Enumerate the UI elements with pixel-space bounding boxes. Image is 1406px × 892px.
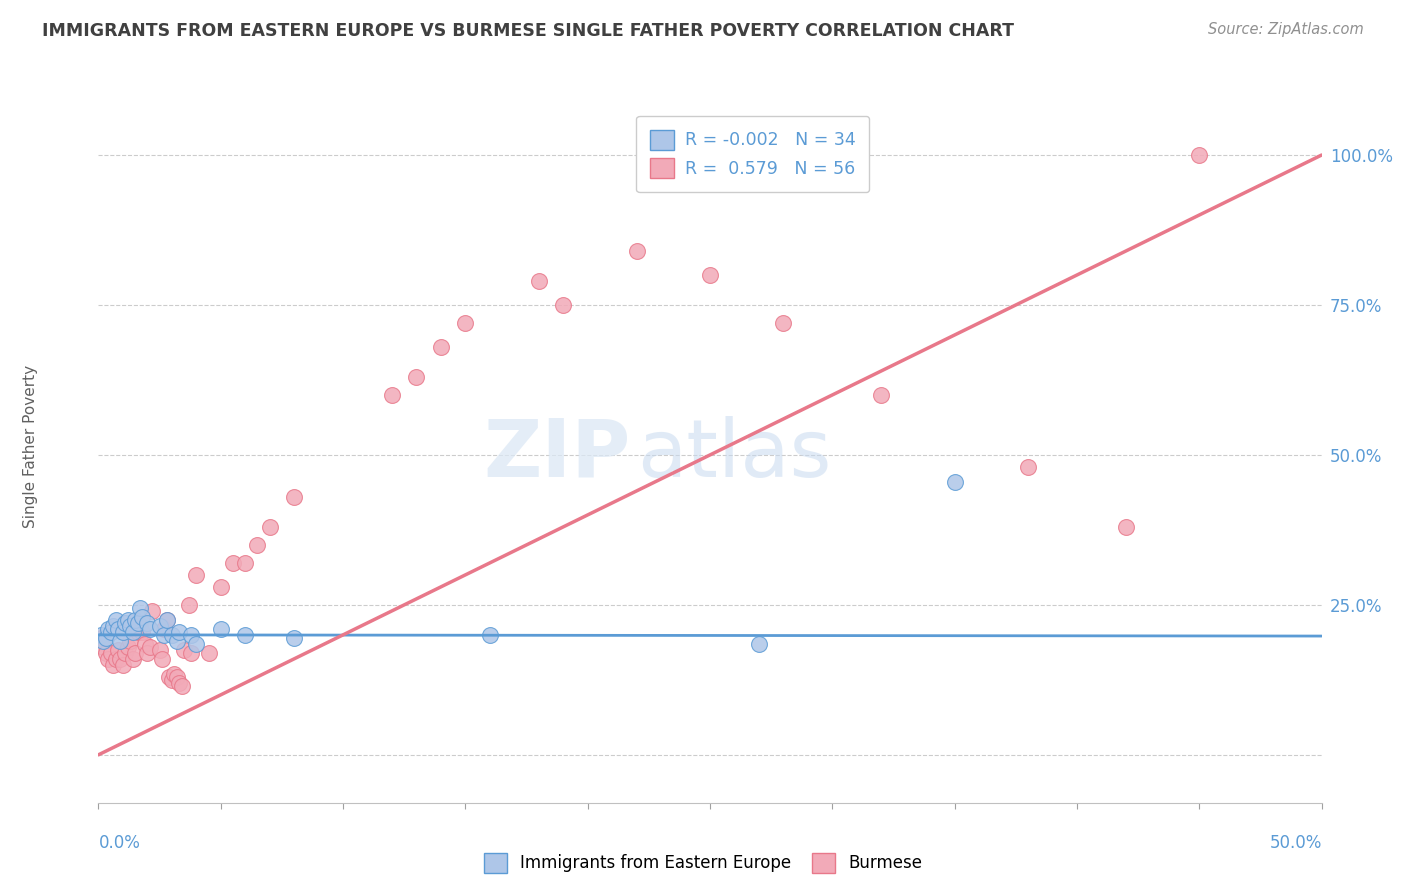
Point — [1115, 520, 1137, 534]
Point — [283, 490, 305, 504]
Legend: Immigrants from Eastern Europe, Burmese: Immigrants from Eastern Europe, Burmese — [477, 847, 929, 880]
Point — [104, 652, 127, 666]
Point — [478, 628, 501, 642]
Point — [110, 633, 132, 648]
Point — [94, 646, 117, 660]
Point — [120, 619, 142, 633]
Point — [101, 619, 124, 633]
Point — [97, 652, 120, 666]
Point — [1017, 459, 1039, 474]
Point — [283, 631, 305, 645]
Point — [748, 637, 770, 651]
Text: 0.0%: 0.0% — [98, 834, 141, 852]
Point — [166, 633, 188, 648]
Point — [111, 624, 134, 639]
Point — [121, 624, 143, 639]
Point — [163, 666, 186, 681]
Point — [120, 633, 142, 648]
Point — [186, 637, 208, 651]
Point — [167, 676, 190, 690]
Point — [131, 610, 153, 624]
Point — [134, 637, 156, 651]
Point — [430, 340, 453, 354]
Point — [139, 640, 162, 654]
Point — [129, 600, 152, 615]
Point — [110, 652, 132, 666]
Text: ZIP: ZIP — [484, 416, 630, 494]
Point — [233, 628, 256, 642]
Point — [553, 298, 575, 312]
Point — [233, 556, 256, 570]
Point — [127, 615, 149, 630]
Point — [527, 274, 550, 288]
Point — [246, 538, 269, 552]
Point — [124, 646, 146, 660]
Point — [186, 567, 208, 582]
Point — [772, 316, 794, 330]
Point — [156, 613, 179, 627]
Point — [117, 613, 139, 627]
Point — [100, 624, 122, 639]
Point — [111, 657, 134, 672]
Point — [150, 652, 173, 666]
Point — [117, 640, 139, 654]
Point — [107, 622, 129, 636]
Point — [170, 679, 193, 693]
Point — [259, 520, 281, 534]
Point — [222, 556, 245, 570]
Point — [114, 646, 136, 660]
Point — [101, 657, 124, 672]
Point — [160, 628, 183, 642]
Point — [870, 388, 893, 402]
Point — [131, 624, 153, 639]
Point — [136, 615, 159, 630]
Text: Single Father Poverty: Single Father Poverty — [24, 365, 38, 527]
Point — [114, 615, 136, 630]
Point — [90, 631, 112, 645]
Text: Source: ZipAtlas.com: Source: ZipAtlas.com — [1208, 22, 1364, 37]
Point — [104, 613, 127, 627]
Text: 50.0%: 50.0% — [1270, 834, 1322, 852]
Point — [166, 670, 188, 684]
Point — [100, 646, 122, 660]
Point — [97, 622, 120, 636]
Point — [156, 613, 179, 627]
Point — [129, 619, 152, 633]
Point — [943, 475, 966, 489]
Point — [127, 624, 149, 639]
Point — [381, 388, 404, 402]
Point — [173, 643, 195, 657]
Legend: R = -0.002   N = 34, R =  0.579   N = 56: R = -0.002 N = 34, R = 0.579 N = 56 — [637, 116, 869, 193]
Point — [197, 646, 219, 660]
Point — [180, 646, 202, 660]
Text: atlas: atlas — [637, 416, 831, 494]
Point — [177, 598, 200, 612]
Point — [153, 622, 176, 636]
Point — [149, 619, 172, 633]
Point — [91, 633, 114, 648]
Point — [180, 628, 202, 642]
Point — [167, 624, 190, 639]
Point — [405, 370, 427, 384]
Point — [91, 640, 114, 654]
Point — [149, 643, 172, 657]
Point — [1188, 148, 1211, 162]
Point — [626, 244, 648, 258]
Point — [121, 652, 143, 666]
Point — [160, 673, 183, 687]
Point — [90, 628, 112, 642]
Point — [153, 628, 176, 642]
Text: IMMIGRANTS FROM EASTERN EUROPE VS BURMESE SINGLE FATHER POVERTY CORRELATION CHAR: IMMIGRANTS FROM EASTERN EUROPE VS BURMES… — [42, 22, 1014, 40]
Point — [454, 316, 477, 330]
Point — [209, 622, 232, 636]
Point — [94, 631, 117, 645]
Point — [157, 670, 180, 684]
Point — [139, 622, 162, 636]
Point — [141, 604, 163, 618]
Point — [136, 646, 159, 660]
Point — [107, 643, 129, 657]
Point — [699, 268, 721, 282]
Point — [209, 580, 232, 594]
Point — [124, 613, 146, 627]
